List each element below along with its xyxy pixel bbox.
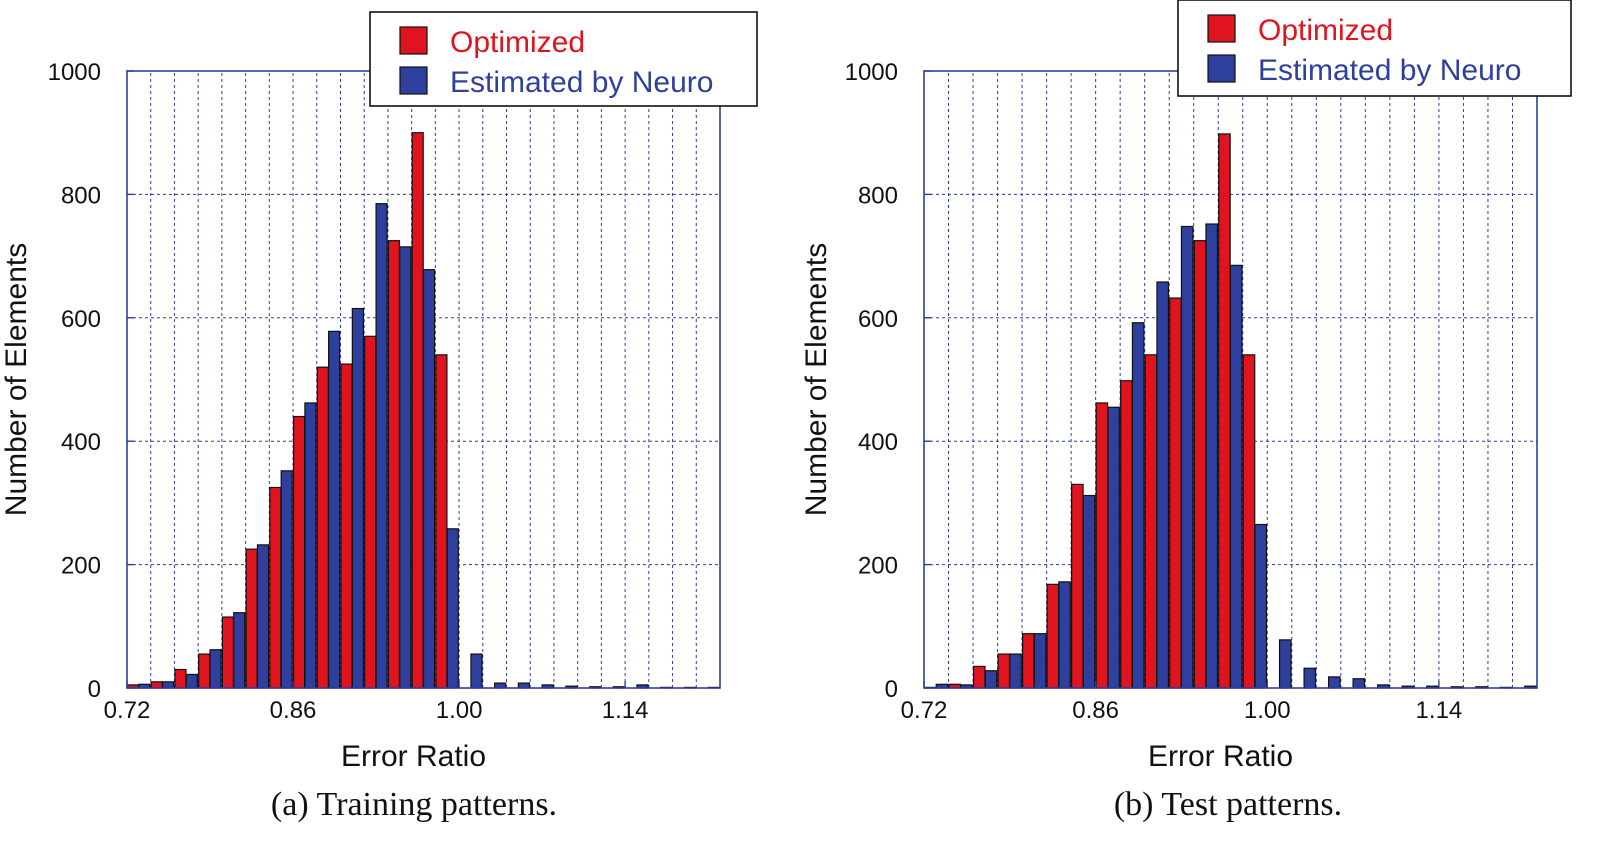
bar-optimized [435,354,448,689]
bar-estimated-by-neuro [1303,667,1317,689]
x-tick-label: 0.86 [1072,697,1119,724]
bar-estimated-by-neuro [399,246,412,689]
legend-label-optimized: Optimized [450,26,585,59]
bar-estimated-by-neuro [1180,225,1194,689]
bar-optimized [1095,402,1109,689]
bar-optimized [411,132,424,689]
bar-optimized [1021,633,1035,689]
chart-caption: (b) Test patterns. [1114,786,1342,823]
bar-estimated-by-neuro [233,612,246,689]
bar-estimated-by-neuro [470,653,483,689]
bar-optimized [316,366,329,689]
chart-panel-test: 0 200 400 600 800 1000 0.72 0.86 1.00 1.14 Error R… [800,0,1572,823]
bar-estimated-by-neuro [185,673,198,689]
x-tick-label: 1.00 [436,697,483,724]
bar-optimized [1046,583,1060,689]
bar-optimized [174,668,187,689]
bar-estimated-by-neuro [1205,223,1219,689]
y-axis-label: Number of Elements [800,243,833,516]
bar-optimized [997,653,1011,689]
y-tick-label: 800 [61,182,101,209]
x-tick-label: 0.86 [270,697,317,724]
bar-optimized [387,240,401,689]
legend-swatch-optimized [1207,14,1236,43]
bar-estimated-by-neuro [984,670,998,689]
y-tick-label: 200 [858,553,898,580]
y-tick-label: 0 [88,676,101,703]
bar-estimated-by-neuro [1009,653,1022,689]
legend-swatch-optimized [399,26,428,55]
chart-panel-training: 0 200 400 600 800 1000 0.72 0.86 1.00 1.14 Error R… [0,11,758,823]
y-tick-label: 400 [61,429,101,456]
legend-box [369,11,758,107]
bar-estimated-by-neuro [280,470,293,689]
bar-estimated-by-neuro [351,307,364,689]
bar-estimated-by-neuro [1278,639,1292,689]
legend-label-estimated-by-neuro: Estimated by Neuro [450,66,713,99]
y-tick-label: 200 [61,553,101,580]
bar-optimized [198,653,211,689]
x-axis-label: Error Ratio [1148,740,1293,773]
bar-optimized [364,335,377,689]
bar-estimated-by-neuro [161,681,175,689]
legend-swatch-estimated-by-neuro [399,66,428,95]
legend-label-optimized: Optimized [1258,14,1393,47]
bar-optimized [1071,483,1084,689]
bar-optimized [1242,354,1256,689]
y-tick-label: 400 [858,429,898,456]
bar-estimated-by-neuro [375,203,388,689]
bar-optimized [1193,240,1207,689]
bar-optimized [221,616,235,689]
bar-estimated-by-neuro [256,544,270,689]
bar-optimized [245,548,258,689]
bar-optimized [269,486,282,689]
bar-optimized [340,363,353,689]
bar-estimated-by-neuro [1082,494,1096,689]
bar-optimized [1120,380,1133,689]
bar-optimized [972,665,986,689]
legend-box [1177,0,1572,97]
bar-estimated-by-neuro [1327,676,1341,689]
bar-estimated-by-neuro [446,528,459,689]
y-tick-label: 1000 [48,59,101,86]
bar-estimated-by-neuro [1229,264,1243,689]
bar-estimated-by-neuro [1131,322,1145,689]
y-tick-label: 800 [858,182,898,209]
bar-estimated-by-neuro [1033,633,1047,689]
bar-estimated-by-neuro [1058,581,1071,689]
y-tick-label: 1000 [845,59,898,86]
legend: Optimized Estimated by Neuro [1177,0,1572,97]
bar-estimated-by-neuro [1156,281,1169,689]
bar-optimized [1218,133,1231,689]
y-tick-label: 600 [61,306,101,333]
bar-estimated-by-neuro [1107,406,1120,689]
bar-estimated-by-neuro [328,330,341,689]
x-tick-label: 1.14 [1416,697,1463,724]
bar-optimized [150,681,163,689]
bar-optimized [1144,354,1158,689]
x-tick-label: 1.14 [602,697,649,724]
bar-optimized [292,415,306,689]
x-tick-label: 1.00 [1244,697,1291,724]
x-axis-label: Error Ratio [341,740,486,773]
bar-estimated-by-neuro [304,402,317,689]
chart-caption: (a) Training patterns. [271,786,557,823]
bar-estimated-by-neuro [1352,678,1366,689]
legend-label-estimated-by-neuro: Estimated by Neuro [1258,54,1521,87]
y-tick-label: 600 [858,306,898,333]
x-tick-label: 0.72 [104,697,151,724]
x-tick-label: 0.72 [901,697,948,724]
bar-estimated-by-neuro [209,649,222,689]
legend: Optimized Estimated by Neuro [369,11,758,107]
bar-optimized [1169,297,1182,689]
y-axis-label: Number of Elements [0,243,33,516]
legend-swatch-estimated-by-neuro [1207,54,1236,83]
bar-estimated-by-neuro [1254,523,1268,689]
bar-estimated-by-neuro [422,269,436,689]
y-tick-label: 0 [885,676,898,703]
